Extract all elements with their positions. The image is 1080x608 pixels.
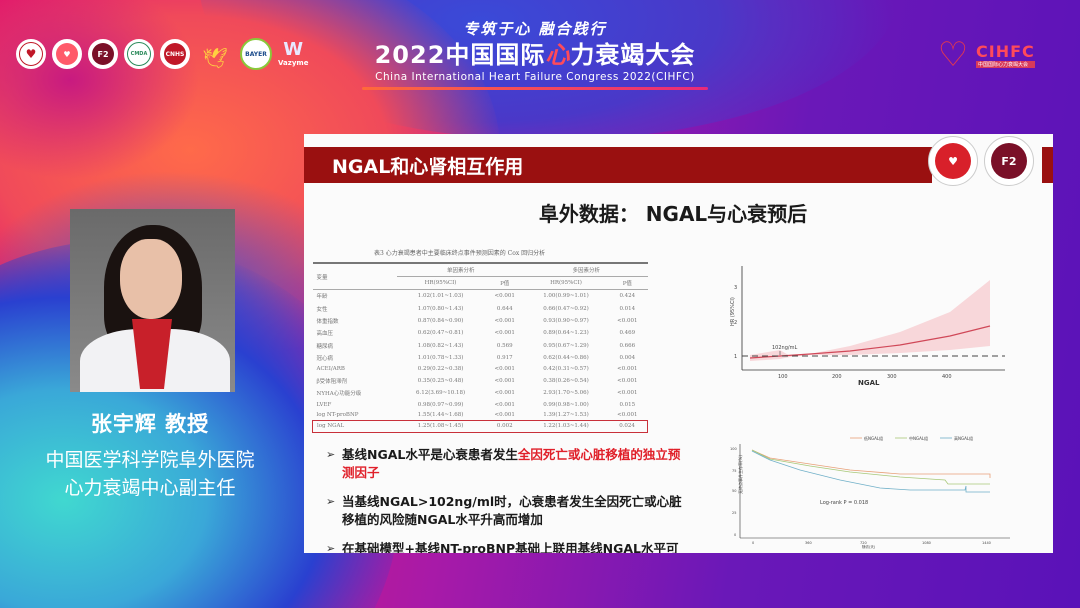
slide-title-bar: [304, 147, 932, 183]
table-row: 冠心病 1.01(0.78~1.33) 0.917 0.62(0.44~0.86) 0.…: [316, 355, 636, 363]
svg-text:400: 400: [942, 374, 952, 380]
svg-text:Log-rank P = 0.018: Log-rank P = 0.018: [820, 500, 868, 506]
arrow-bullet-icon: ➢: [326, 542, 336, 553]
svg-text:200: 200: [832, 374, 842, 380]
partner-logo-cnhs: CNHS: [160, 39, 190, 69]
table-caption: 表3 心力衰竭患者中主要临床终点事件预测因素的 Cox 回归分析: [374, 250, 546, 257]
svg-text:NGAL: NGAL: [858, 379, 880, 386]
presentation-slide: NGAL和心肾相互作用 ♥ F2 阜外数据： NGAL与心衰预后 表3 心力衰竭…: [304, 134, 1053, 553]
speaker-name: 张宇辉 教授: [90, 412, 210, 436]
svg-text:1: 1: [734, 354, 737, 360]
svg-text:0: 0: [734, 533, 736, 537]
table-row-highlighted: log NGAL 1.25(1.08~1.45) 0.002 1.22(1.03~1.…: [311, 420, 649, 433]
svg-text:1440: 1440: [982, 541, 991, 545]
table-row: log NT-proBNP 1.55(1.44~1.68) <0.001 1.39(1…: [316, 411, 638, 418]
table-row: 高血压 0.62(0.47~0.81) <0.001 0.89(0.64~1.23) 0…: [316, 330, 636, 338]
svg-text:HR (95%CI): HR (95%CI): [730, 297, 736, 326]
bird-logo-icon: 🕊: [202, 46, 228, 70]
svg-text:102ng/mL: 102ng/mL: [772, 345, 797, 351]
cihfc-logo: ♡ CIHFC 中国国际心力衰竭大会: [934, 38, 1035, 72]
heart-logo-icon: ♡: [937, 35, 969, 75]
bullet-list: ➢ 基线NGAL水平是心衰患者发生全因死亡或心脏移植的独立预测因子 ➢ 当基线N…: [326, 446, 686, 553]
heart-glyph-icon: 心: [545, 41, 571, 69]
congress-title-english: China International Heart Failure Congre…: [375, 71, 695, 83]
svg-text:无终点事件生存率(%): 无终点事件生存率(%): [737, 455, 743, 494]
speaker-photo: [70, 209, 235, 392]
partner-logo-cmda: CMDA: [124, 39, 154, 69]
table-row: NYHA心功能分级 6.12(3.69~10.18) <0.001 2.93(1.70…: [316, 390, 638, 398]
svg-text:高NGAL组: 高NGAL组: [954, 435, 973, 441]
partner-logo-1: ♥: [16, 39, 46, 69]
vazyme-logo: W Vazyme: [278, 39, 309, 68]
svg-text:300: 300: [887, 374, 897, 380]
svg-text:50: 50: [732, 489, 736, 493]
svg-text:低NGAL组: 低NGAL组: [864, 435, 883, 441]
svg-text:2: 2: [734, 320, 737, 326]
congress-slogan: 专筑于心 融合践行: [463, 20, 607, 38]
bullet-item: ➢ 在基础模型+基线NT-proBNP基础上联用基线NGAL水平可为心衰预后评估…: [326, 540, 686, 553]
slide-subtitle: 阜外数据： NGAL与心衰预后: [538, 202, 808, 226]
bullet-item: ➢ 基线NGAL水平是心衰患者发生全因死亡或心脏移植的独立预测因子: [326, 447, 681, 480]
partner-logo-f2: F2: [88, 39, 118, 69]
table-row: ACEI/ARB 0.29(0.22~0.38) <0.001 0.42(0.31~0…: [316, 366, 638, 373]
svg-text:25: 25: [732, 511, 736, 515]
table-row: 糖尿病 1.08(0.82~1.43) 0.569 0.95(0.67~1.29) 0.…: [316, 342, 636, 350]
svg-text:100: 100: [730, 447, 737, 451]
bayer-logo: BAYER: [240, 38, 272, 70]
congress-title: 2022中国国际心力衰竭大会: [374, 41, 696, 69]
arrow-bullet-icon: ➢: [326, 448, 336, 461]
svg-text:100: 100: [778, 374, 788, 380]
svg-text:75: 75: [732, 469, 736, 473]
svg-text:0: 0: [752, 541, 754, 545]
cox-regression-table: 变量 单因素分析 多因素分析 HR(95%CI) P值 HR(95%CI) P值…: [311, 262, 649, 433]
partner-logos: ♥ ♥ F2 CMDA CNHS 🕊 BAYER W Vazyme: [16, 38, 308, 70]
partner-logo-2: ♥: [52, 39, 82, 69]
table-row: 体重指数 0.87(0.84~0.90) <0.001 0.93(0.90~0.97)…: [316, 317, 638, 325]
hr-spline-chart: 102ng/mL 1 2 3 100 200 300 400 NGAL HR (…: [730, 266, 1005, 386]
svg-text:中NGAL组: 中NGAL组: [909, 435, 928, 441]
table-row: β受体阻滞剂 0.35(0.25~0.48) <0.001 0.38(0.26~0.5…: [316, 377, 638, 385]
svg-text:360: 360: [805, 541, 812, 545]
congress-header: 专筑于心 融合践行 2022中国国际心力衰竭大会 China Internati…: [340, 18, 730, 90]
table-row: LVEF 0.98(0.97~0.99) <0.001 0.99(0.98~1.00)…: [316, 401, 636, 408]
svg-text:720: 720: [860, 541, 867, 545]
header-underline: [362, 87, 708, 90]
arrow-bullet-icon: ➢: [326, 495, 336, 508]
table-row: 年龄 1.02(1.01~1.03) <0.001 1.00(0.99~1.01) 0.…: [316, 293, 636, 301]
kaplan-meier-chart: 低NGAL组 中NGAL组 高NGAL组 Log-rank P = 0.018 …: [730, 435, 1010, 549]
slide-title: NGAL和心肾相互作用: [332, 156, 524, 178]
fuwai-seal-icon: ♥: [928, 136, 978, 186]
svg-text:3: 3: [734, 285, 737, 291]
svg-text:随访(天): 随访(天): [862, 544, 876, 549]
svg-text:1080: 1080: [922, 541, 931, 545]
bullet-item: ➢ 当基线NGAL>102ng/ml时，心衰患者发生全因死亡或心脏移植的风险随N…: [326, 494, 682, 527]
table-row: 女性 1.07(0.80~1.43) 0.644 0.66(0.47~0.92) 0.0…: [316, 305, 636, 313]
institution-seal-icon: F2: [984, 136, 1034, 186]
speaker-affiliation: 中国医学科学院阜外医院 心力衰竭中心副主任: [45, 449, 255, 499]
